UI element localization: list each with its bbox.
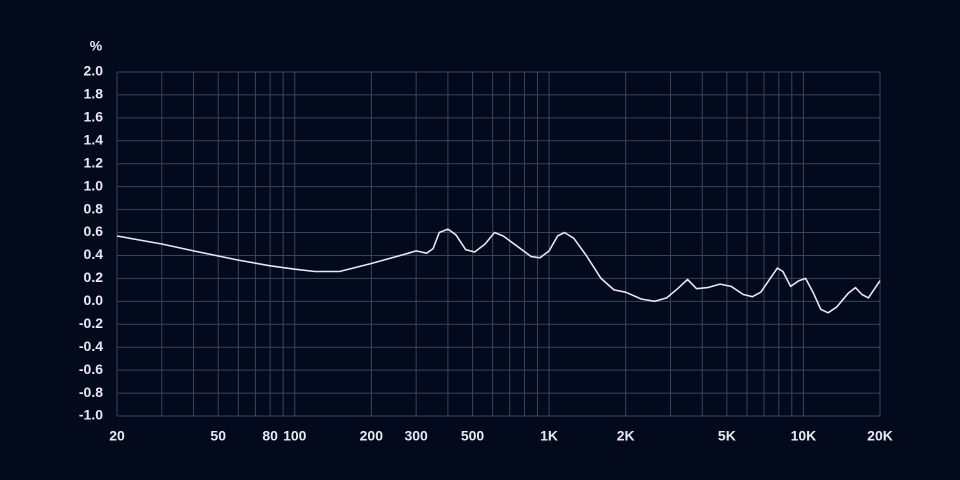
y-tick-label: 1.8	[84, 86, 104, 102]
y-tick-label: 1.2	[84, 154, 104, 170]
y-tick-label: 1.4	[84, 132, 104, 148]
data-line	[116, 228, 881, 314]
y-tick-label: -1.0	[79, 407, 103, 423]
x-tick-label: 2K	[617, 428, 635, 444]
y-tick-label: -0.8	[79, 384, 103, 400]
x-tick-label: 200	[360, 428, 384, 444]
y-tick-label: 1.6	[84, 109, 104, 125]
x-tick-label: 20K	[867, 428, 893, 444]
y-tick-label: 0.6	[84, 223, 104, 239]
x-tick-label: 300	[404, 428, 428, 444]
x-tick-label: 50	[210, 428, 226, 444]
x-tick-label: 5K	[718, 428, 736, 444]
y-tick-label: 0.4	[84, 246, 104, 262]
y-tick-label: 2.0	[84, 63, 104, 79]
y-tick-label: -0.4	[79, 338, 103, 354]
x-tick-label: 1K	[540, 428, 558, 444]
x-tick-label: 10K	[791, 428, 817, 444]
y-tick-label: -0.2	[79, 315, 103, 331]
y-tick-label: -0.6	[79, 361, 103, 377]
y-tick-label: 1.0	[84, 177, 104, 193]
x-tick-label: 20	[109, 428, 125, 444]
y-axis-label: %	[90, 38, 103, 54]
x-tick-label: 100	[283, 428, 307, 444]
y-tick-label: 0.2	[84, 269, 104, 285]
y-tick-label: 0.0	[84, 292, 104, 308]
x-tick-label: 80	[262, 428, 278, 444]
x-tick-label: 500	[461, 428, 485, 444]
y-tick-label: 0.8	[84, 200, 104, 216]
